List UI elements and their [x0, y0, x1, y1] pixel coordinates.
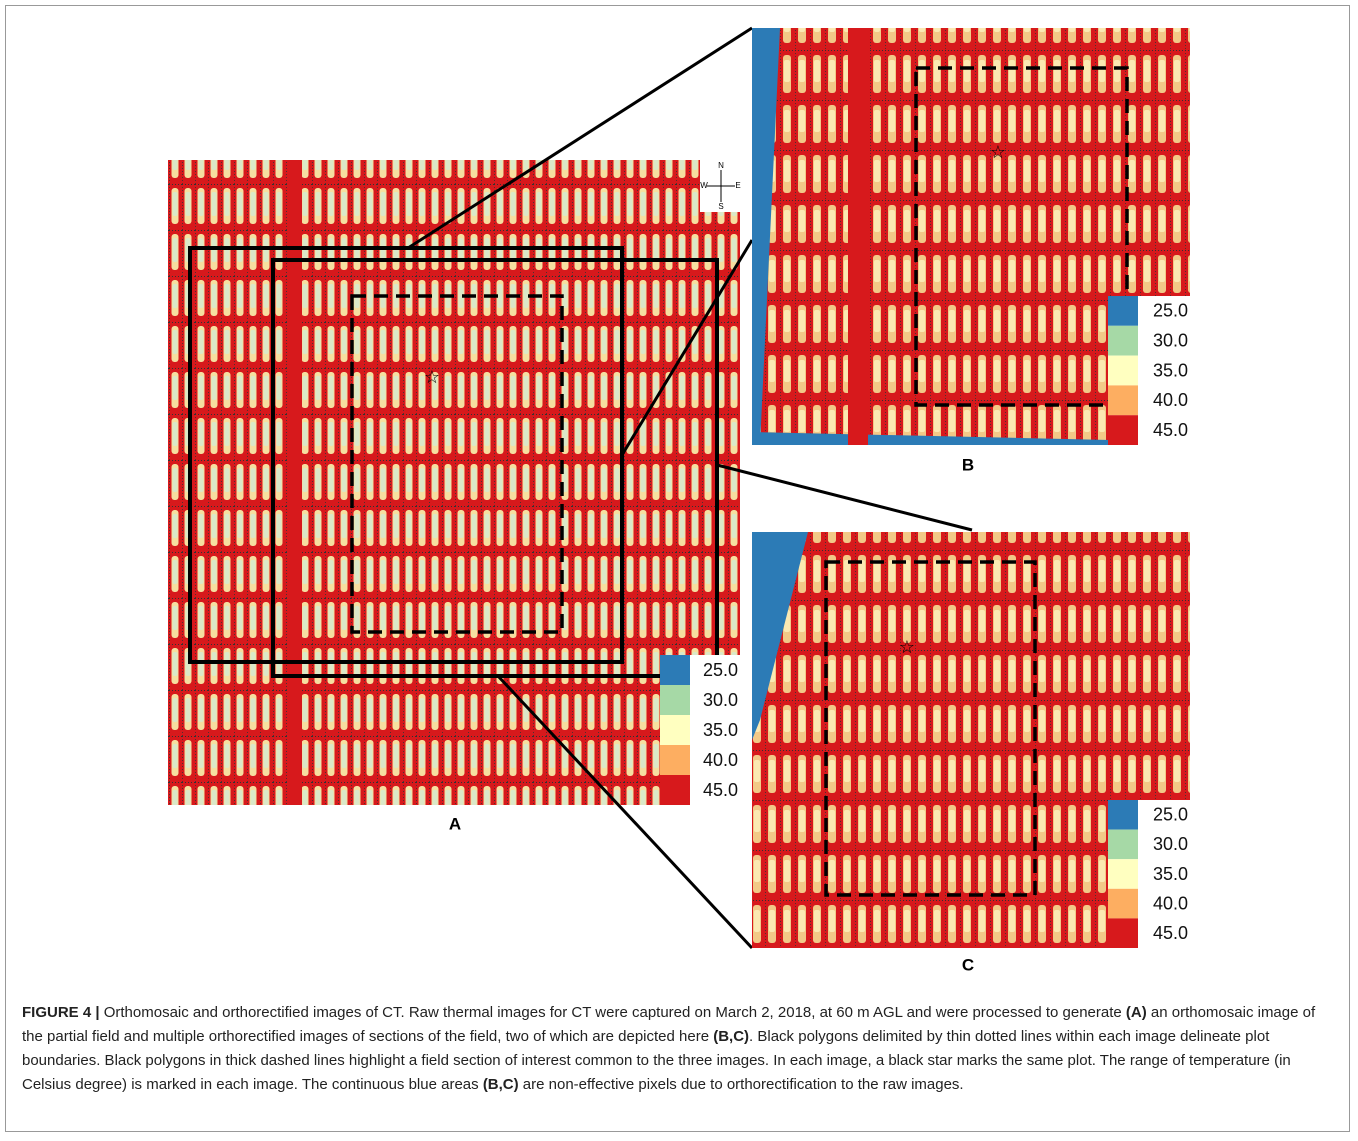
legend-label: 30.0	[703, 690, 738, 710]
legend-swatch	[660, 685, 690, 715]
caption-bold: (A)	[1126, 1004, 1147, 1021]
star: ☆	[990, 142, 1006, 162]
legend-swatch	[1108, 800, 1138, 830]
legend-swatch	[1108, 889, 1138, 919]
legend-label: 40.0	[703, 750, 738, 770]
legend-label: 40.0	[1153, 390, 1188, 410]
legend-swatch	[1108, 918, 1138, 948]
figure-caption: FIGURE 4 | Orthomosaic and orthorectifie…	[22, 1001, 1340, 1097]
compass-s: S	[718, 202, 723, 211]
compass-w: W	[700, 181, 708, 190]
legend-swatch	[1108, 859, 1138, 889]
caption-bold: FIGURE 4 |	[22, 1004, 100, 1021]
panel-label: B	[962, 455, 974, 474]
caption-bold: (B,C)	[713, 1028, 749, 1045]
road	[288, 160, 302, 805]
legend-swatch	[660, 745, 690, 775]
legend-label: 45.0	[1153, 420, 1188, 440]
legend-label: 35.0	[1153, 864, 1188, 884]
legend-label: 25.0	[1153, 805, 1188, 825]
compass-n: N	[718, 161, 724, 170]
figure-page: N S W E ☆ ☆ ☆ 25.0 30.0 35.0 40.0 45.0 A 25.0 3…	[0, 0, 1358, 1141]
star: ☆	[424, 367, 440, 387]
figure-graphic: N S W E ☆ ☆ ☆ 25.0 30.0 35.0 40.0 45.0 A 25.0 3…	[0, 0, 1358, 1000]
panel-label: A	[449, 814, 461, 833]
legend-swatch	[1108, 415, 1138, 445]
legend-swatch	[660, 655, 690, 685]
legend-swatch	[1108, 356, 1138, 386]
connector	[717, 465, 972, 530]
legend-label: 30.0	[1153, 834, 1188, 854]
caption-text: Orthomosaic and orthorectified images of…	[100, 1004, 1126, 1021]
legend-label: 40.0	[1153, 893, 1188, 913]
legend-label: 30.0	[1153, 330, 1188, 350]
road	[848, 28, 868, 445]
legend-swatch	[1108, 326, 1138, 356]
legend-swatch	[660, 775, 690, 805]
legend-label: 25.0	[1153, 301, 1188, 321]
legend-label: 35.0	[703, 720, 738, 740]
legend-label: 45.0	[703, 780, 738, 800]
legend-label: 35.0	[1153, 360, 1188, 380]
legend-swatch	[1108, 296, 1138, 326]
star: ☆	[899, 637, 915, 657]
caption-bold: (B,C)	[483, 1076, 519, 1093]
legend-label: 45.0	[1153, 923, 1188, 943]
compass-e: E	[735, 181, 740, 190]
caption-text: are non-effective pixels due to orthorec…	[519, 1076, 964, 1093]
legend-swatch	[1108, 385, 1138, 415]
legend-swatch	[660, 715, 690, 745]
legend-label: 25.0	[703, 660, 738, 680]
legend-swatch	[1108, 830, 1138, 860]
panel-label: C	[962, 955, 974, 974]
orthomosaic-image	[168, 160, 740, 805]
